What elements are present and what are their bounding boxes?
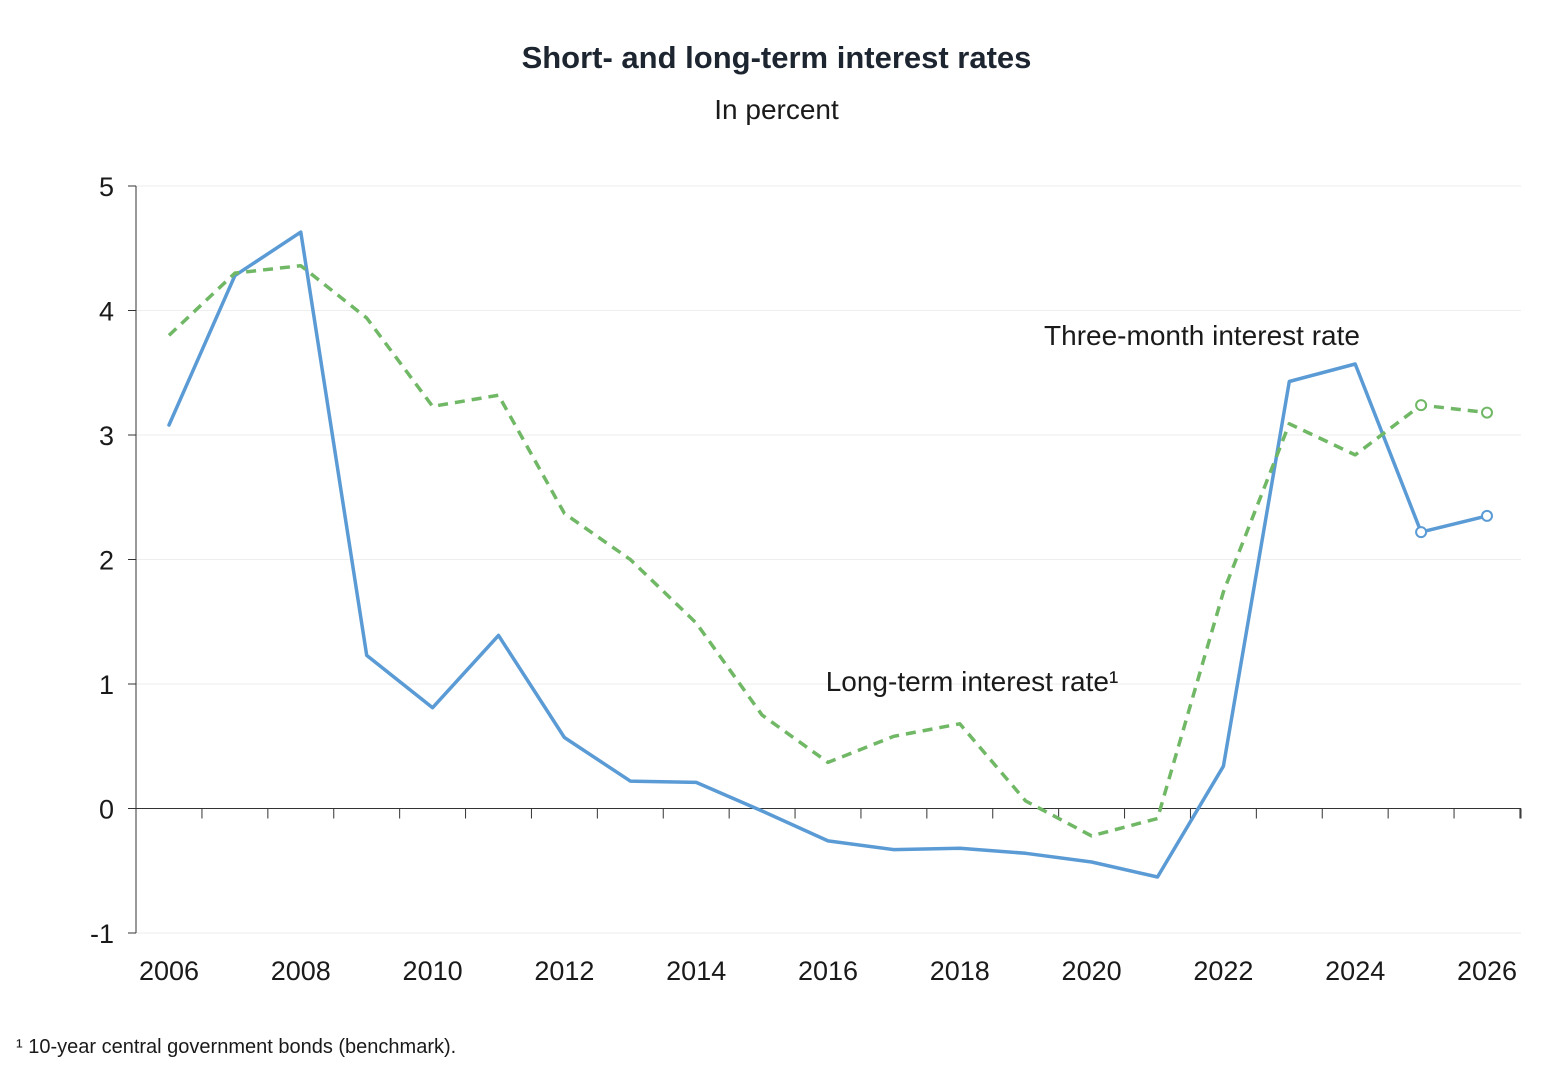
x-tick-label: 2008 [271,956,331,986]
long-term-rate-label: Long-term interest rate¹ [826,666,1119,697]
series-lines [167,230,1489,879]
x-tick-label: 2026 [1457,956,1517,986]
y-tick-label: 3 [99,421,114,451]
x-tick-label: 2020 [1062,956,1122,986]
x-tick-label: 2006 [139,956,199,986]
forecast-marker [1481,406,1493,419]
y-tick-label: 0 [99,795,114,825]
x-tick-label: 2012 [534,956,594,986]
series-labels: Three-month interest rate Long-term inter… [826,320,1360,697]
y-tick-label: 2 [99,546,114,576]
y-tick-label: -1 [90,919,114,949]
long-term-rate-line [167,263,1488,838]
y-tick-label: 5 [99,172,114,202]
forecast-marker [1415,399,1428,412]
y-tick-label: 1 [99,670,114,700]
x-tick-label: 2014 [666,956,726,986]
chart-subtitle: In percent [714,94,839,125]
x-tick-label: 2024 [1325,956,1385,986]
x-tick-label: 2010 [403,956,463,986]
y-tick-label: 4 [99,297,114,327]
forecast-marker [1415,526,1428,539]
three-month-rate-label: Three-month interest rate [1044,320,1360,351]
footnote: ¹ 10-year central government bonds (benc… [16,1036,457,1058]
gridlines [136,185,1521,934]
chart-title: Short- and long-term interest rates [521,40,1032,75]
forecast-markers [1415,399,1493,539]
x-tick-label: 2016 [798,956,858,986]
forecast-marker [1481,509,1493,522]
axes: 5 4 3 2 1 0 -1 2006 2008 2010 2012 2014 2016 2018 2020… [90,172,1522,986]
three-month-rate-line [167,230,1489,879]
x-tick-label: 2022 [1193,956,1253,986]
x-tick-label: 2018 [930,956,990,986]
